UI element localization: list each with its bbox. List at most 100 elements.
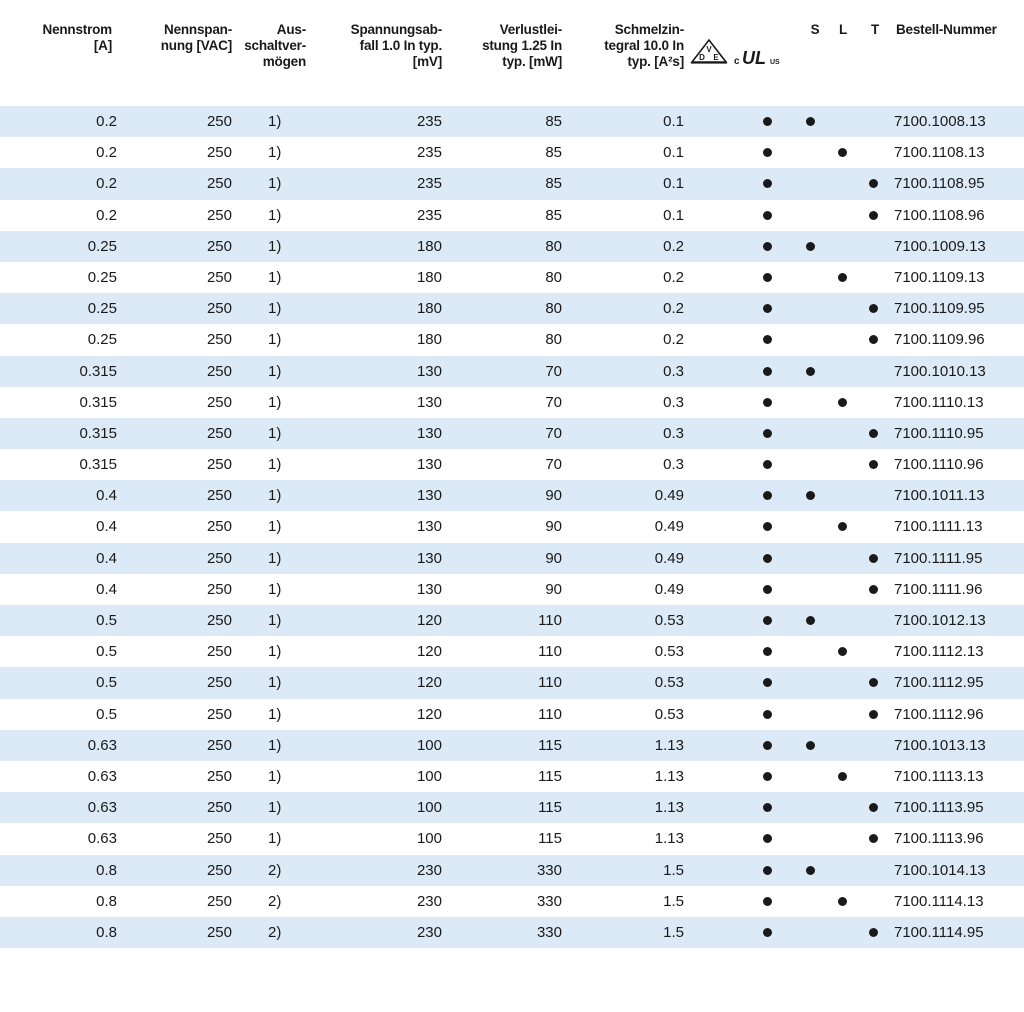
table-row: 0.25 250 1) 180 80 0.2 7100.1109.96: [0, 324, 1024, 355]
vde-approval-dot: [763, 834, 772, 844]
vde-approval-dot: [763, 304, 772, 314]
cell-bestell-nummer: 7100.1111.96: [894, 580, 983, 598]
cell-bestell-nummer: 7100.1011.13: [894, 487, 985, 505]
cell-nennspannung: 250: [206, 705, 232, 723]
cell-nennspannung: 250: [206, 456, 232, 474]
cell-ausschaltvermoegen: 1): [268, 424, 282, 442]
cell-schmelzintegral: 1.13: [654, 799, 684, 817]
table-row: 0.8 250 2) 230 330 1.5 7100.1114.95: [0, 916, 1024, 949]
cell-verlustleistung: 80: [545, 268, 562, 286]
cell-ausschaltvermoegen: 1): [268, 456, 282, 474]
cell-bestell-nummer: 7100.1111.13: [894, 518, 983, 536]
vde-approval-dot: [763, 366, 772, 376]
cell-ausschaltvermoegen: 1): [268, 237, 282, 255]
cell-verlustleistung: 80: [545, 331, 562, 349]
t-marker-dot: [869, 460, 878, 470]
col-header-s: S: [810, 22, 820, 37]
cell-nennstrom: 0.315: [79, 424, 117, 442]
vde-approval-dot: [763, 647, 772, 657]
cell-schmelzintegral: 0.49: [654, 580, 684, 598]
table-row: 0.25 250 1) 180 80 0.2 7100.1009.13: [0, 230, 1024, 262]
cell-bestell-nummer: 7100.1110.96: [894, 456, 984, 474]
cell-schmelzintegral: 0.49: [654, 549, 684, 567]
cell-ausschaltvermoegen: 1): [268, 144, 282, 162]
cell-verlustleistung: 110: [538, 612, 562, 629]
cell-spannungsabfall: 130: [416, 487, 442, 505]
cell-nennspannung: 250: [206, 861, 232, 879]
s-marker-dot: [806, 616, 815, 625]
vde-approval-dot: [763, 522, 772, 532]
col-header-bestell-nummer: Bestell-Nummer: [896, 22, 997, 37]
cell-bestell-nummer: 7100.1114.13: [894, 892, 984, 910]
cell-spannungsabfall: 235: [416, 144, 442, 162]
col-header-t: T: [870, 22, 880, 37]
cell-nennstrom: 0.63: [87, 830, 117, 848]
cell-ausschaltvermoegen: 1): [268, 175, 282, 193]
cell-schmelzintegral: 0.53: [654, 612, 684, 629]
cell-ausschaltvermoegen: 1): [268, 830, 282, 848]
cell-nennspannung: 250: [206, 206, 232, 224]
table-row: 0.63 250 1) 100 115 1.13 7100.1113.96: [0, 823, 1024, 854]
t-marker-dot: [869, 709, 878, 719]
cell-verlustleistung: 90: [545, 518, 562, 536]
vde-approval-dot: [763, 117, 772, 126]
cell-spannungsabfall: 180: [416, 268, 442, 286]
svg-text:E: E: [713, 53, 719, 62]
cell-nennstrom: 0.8: [96, 861, 117, 879]
cell-nennspannung: 250: [206, 767, 232, 785]
cell-spannungsabfall: 120: [416, 674, 442, 692]
cell-nennspannung: 250: [206, 393, 232, 411]
cell-spannungsabfall: 100: [416, 799, 442, 817]
cell-bestell-nummer: 7100.1012.13: [894, 612, 986, 629]
cell-spannungsabfall: 180: [416, 300, 442, 318]
cell-spannungsabfall: 235: [416, 113, 442, 130]
cell-bestell-nummer: 7100.1113.96: [894, 830, 984, 848]
cell-schmelzintegral: 0.2: [663, 300, 684, 318]
cell-schmelzintegral: 0.2: [663, 268, 684, 286]
cell-verlustleistung: 85: [545, 175, 562, 193]
t-marker-dot: [869, 553, 878, 563]
col-header-ausschaltvermoegen: Aus- schaltver- mögen: [244, 22, 306, 69]
svg-text:D: D: [699, 53, 705, 62]
col-header-nennstrom: Nennstrom [A]: [42, 22, 113, 53]
svg-text:UL: UL: [742, 48, 766, 68]
cell-spannungsabfall: 230: [416, 861, 442, 879]
table-row: 0.315 250 1) 130 70 0.3 7100.1010.13: [0, 355, 1024, 387]
s-marker-dot: [806, 740, 815, 750]
l-marker-dot: [838, 771, 847, 781]
s-marker-dot: [806, 117, 815, 126]
t-marker-dot: [869, 834, 878, 844]
vde-approval-dot: [763, 771, 772, 781]
cell-nennspannung: 250: [206, 799, 232, 817]
cell-nennstrom: 0.63: [87, 736, 117, 754]
cell-spannungsabfall: 130: [416, 456, 442, 474]
cell-ausschaltvermoegen: 1): [268, 549, 282, 567]
cell-verlustleistung: 330: [536, 892, 562, 910]
cell-nennstrom: 0.2: [96, 144, 117, 162]
table-row: 0.5 250 1) 120 110 0.53 7100.1012.13: [0, 605, 1024, 637]
cell-schmelzintegral: 1.5: [663, 861, 684, 879]
cell-nennstrom: 0.4: [96, 518, 117, 536]
cell-nennspannung: 250: [206, 892, 232, 910]
s-marker-dot: [806, 491, 815, 501]
s-marker-dot: [806, 366, 815, 376]
cell-nennstrom: 0.2: [96, 113, 117, 130]
cell-nennstrom: 0.8: [96, 923, 117, 941]
cell-verlustleistung: 110: [538, 643, 562, 661]
t-marker-dot: [869, 179, 878, 189]
table-row: 0.5 250 1) 120 110 0.53 7100.1112.95: [0, 667, 1024, 699]
cell-nennspannung: 250: [206, 518, 232, 536]
cell-ausschaltvermoegen: 1): [268, 518, 282, 536]
table-row: 0.5 250 1) 120 110 0.53 7100.1112.96: [0, 699, 1024, 730]
cell-ausschaltvermoegen: 1): [268, 674, 282, 692]
t-marker-dot: [869, 335, 878, 345]
cell-nennstrom: 0.63: [87, 767, 117, 785]
cell-verlustleistung: 90: [545, 549, 562, 567]
cell-schmelzintegral: 0.49: [654, 487, 684, 505]
cell-ausschaltvermoegen: 1): [268, 331, 282, 349]
cell-nennstrom: 0.25: [87, 331, 117, 349]
cell-spannungsabfall: 230: [416, 923, 442, 941]
cell-verlustleistung: 70: [545, 424, 562, 442]
l-marker-dot: [838, 272, 847, 282]
cell-verlustleistung: 80: [545, 300, 562, 318]
